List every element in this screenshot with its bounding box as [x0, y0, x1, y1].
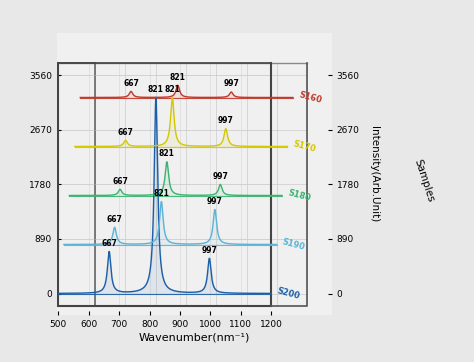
Text: Samples: Samples [412, 158, 436, 204]
X-axis label: Wavenumber(nm⁻¹): Wavenumber(nm⁻¹) [139, 333, 250, 343]
Text: 997: 997 [212, 172, 228, 181]
Text: 821: 821 [170, 72, 186, 81]
Text: 821: 821 [164, 85, 180, 94]
Text: 997: 997 [218, 116, 234, 125]
Text: 667: 667 [112, 177, 128, 186]
Text: S200: S200 [275, 286, 301, 301]
Text: 667: 667 [101, 239, 117, 248]
Text: 821: 821 [159, 149, 175, 158]
Y-axis label: Intensity(Arb.Unit): Intensity(Arb.Unit) [369, 126, 379, 222]
Text: 667: 667 [107, 215, 123, 224]
Text: 997: 997 [201, 246, 217, 255]
Text: S170: S170 [292, 139, 317, 154]
Text: 997: 997 [223, 79, 239, 88]
Text: 821: 821 [154, 189, 169, 198]
Text: S180: S180 [287, 188, 311, 203]
Text: 667: 667 [118, 128, 134, 137]
Text: 821: 821 [148, 85, 164, 94]
Text: S190: S190 [281, 237, 306, 252]
Text: 667: 667 [123, 79, 139, 88]
Text: S160: S160 [298, 90, 322, 105]
Text: 997: 997 [207, 197, 223, 206]
